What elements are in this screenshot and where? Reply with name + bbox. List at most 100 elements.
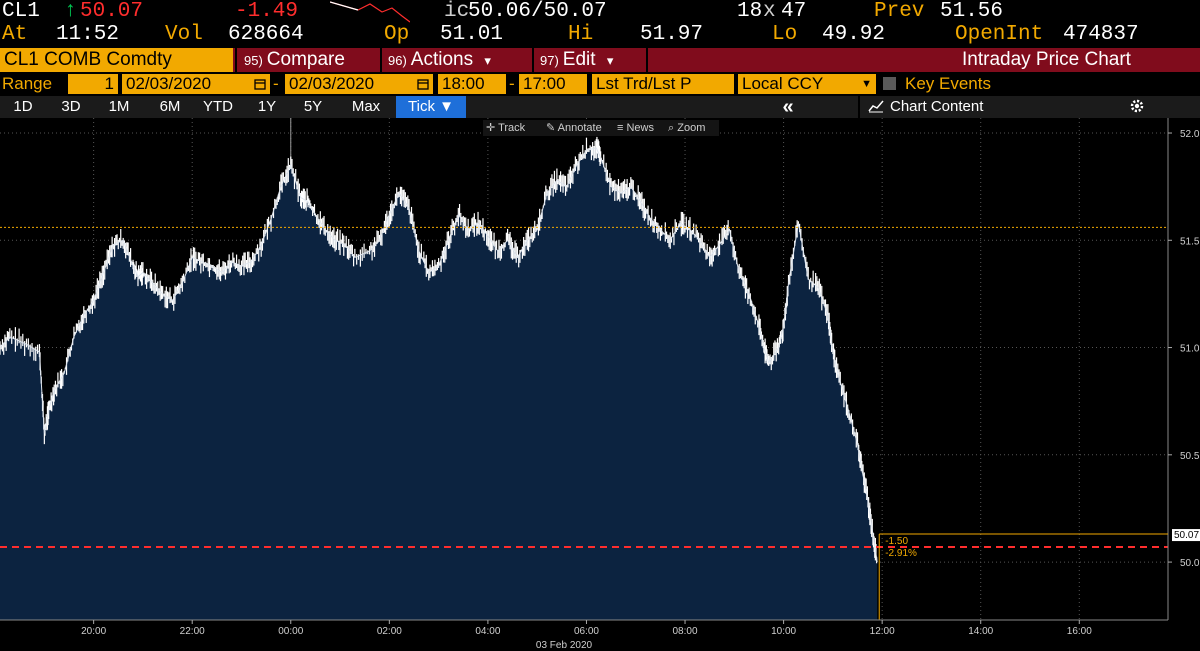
- zoom-icon: ⌕: [668, 122, 675, 134]
- open-label: Op: [384, 23, 410, 46]
- tab-max[interactable]: Max: [351, 98, 381, 115]
- intraday-price-chart[interactable]: 52.0 51.5 51.0 50.5 50.0 50.07 -1.50-2.91% 20:0…: [0, 118, 1200, 651]
- toolbar-divider: [532, 48, 534, 72]
- last-price-tag: [1172, 529, 1200, 542]
- last-price: 50.07: [80, 0, 144, 23]
- range-label: Range: [2, 74, 53, 93]
- last-time: 11:52: [56, 23, 120, 46]
- low-value: 49.92: [822, 23, 886, 46]
- y-tick-label: 52.0: [1180, 129, 1200, 140]
- openint-value: 474837: [1063, 23, 1139, 46]
- bid-size: 18: [737, 0, 763, 23]
- price-type-field[interactable]: Lst Trd/Lst P: [592, 74, 734, 94]
- compare-button[interactable]: 95) Compare: [244, 49, 345, 70]
- tab-1m[interactable]: 1M: [108, 98, 130, 115]
- end-date-field[interactable]: 02/03/2020: [285, 74, 433, 94]
- news-tool[interactable]: ≡ News: [617, 122, 654, 134]
- ask-size: 47: [781, 0, 807, 23]
- chevron-down-icon: ▾: [606, 53, 614, 68]
- vol-value: 628664: [228, 23, 304, 46]
- collapse-icon[interactable]: «: [782, 96, 794, 118]
- price-area: [0, 148, 878, 620]
- sparkline: [329, 0, 411, 32]
- tab-1d[interactable]: 1D: [13, 98, 33, 115]
- y-tick-label: 50.5: [1180, 451, 1200, 462]
- x-tick-label: 14:00: [968, 626, 993, 637]
- x-tick-label: 16:00: [1067, 626, 1092, 637]
- x-tick-label: 08:00: [673, 626, 698, 637]
- range-dash: -: [273, 74, 279, 93]
- bid-ask: 50.06/50.07: [468, 0, 607, 23]
- last-price-tag-label: 50.07: [1174, 530, 1199, 541]
- edit-menu[interactable]: 97) Edit ▾: [540, 49, 614, 70]
- change-pct-label: -2.91%: [885, 548, 917, 559]
- toolbar-divider: [646, 48, 648, 72]
- x-tick-label: 02:00: [377, 626, 402, 637]
- actions-menu[interactable]: 96) Actions ▾: [388, 49, 491, 70]
- calendar-icon: [254, 79, 266, 90]
- quote-line-2: At 11:52 Vol 628664 Op 51.01 Hi 51.97 Lo…: [0, 23, 1200, 47]
- y-tick-label: 50.0: [1180, 558, 1200, 569]
- openint-label: OpenInt: [955, 23, 1044, 46]
- date-label: 03 Feb 2020: [536, 640, 593, 651]
- crosshair-icon: ✛: [486, 122, 496, 134]
- settings-gear-icon[interactable]: [1124, 96, 1150, 118]
- x-tick-label: 00:00: [278, 626, 303, 637]
- up-arrow-icon: ↑: [64, 0, 77, 23]
- at-label: At: [2, 23, 28, 46]
- size-separator: x: [763, 0, 776, 23]
- tab-1y[interactable]: 1Y: [257, 98, 277, 115]
- page-title: Intraday Price Chart: [962, 49, 1131, 70]
- news-icon: ≡: [617, 122, 624, 134]
- low-label: Lo: [772, 23, 798, 46]
- bidask-prefix: ic: [444, 0, 470, 23]
- calendar-icon: [417, 79, 429, 90]
- x-tick-label: 04:00: [475, 626, 500, 637]
- toolbar-divider: [380, 48, 382, 72]
- toolbar-divider: [235, 48, 237, 72]
- end-time-field[interactable]: 17:00: [519, 74, 587, 94]
- x-tick-label: 12:00: [870, 626, 895, 637]
- time-dash: -: [509, 74, 515, 93]
- high-value: 51.97: [640, 23, 704, 46]
- chevron-down-icon: ▾: [484, 53, 491, 68]
- change-label: -1.50: [885, 536, 908, 547]
- annotate-tool[interactable]: ✎ Annotate: [546, 122, 602, 134]
- quote-line-1: CL1 ↑ 50.07 -1.49 ic 50.06/50.07 18 x 47…: [0, 0, 1200, 24]
- toolbar-divider: [858, 96, 860, 118]
- y-tick-label: 51.5: [1180, 236, 1200, 247]
- y-tick-label: 51.0: [1180, 344, 1200, 355]
- chart-content-icon: [868, 100, 884, 113]
- key-events-checkbox[interactable]: [883, 77, 896, 90]
- tab-5y[interactable]: 5Y: [303, 98, 323, 115]
- vol-label: Vol: [165, 23, 203, 46]
- x-tick-label: 22:00: [180, 626, 205, 637]
- x-tick-label: 06:00: [574, 626, 599, 637]
- tab-ytd[interactable]: YTD: [203, 98, 233, 115]
- x-tick-label: 20:00: [81, 626, 106, 637]
- price-line: [0, 147, 878, 563]
- chart-content-button[interactable]: Chart Content: [868, 96, 1018, 118]
- track-tool[interactable]: ✛ Track: [486, 122, 526, 134]
- currency-select[interactable]: Local CCY ▼: [738, 74, 876, 94]
- zoom-tool[interactable]: ⌕ Zoom: [668, 122, 706, 134]
- chart-tools-bar: [483, 120, 719, 136]
- tab-3d[interactable]: 3D: [61, 98, 81, 115]
- high-label: Hi: [568, 23, 594, 46]
- open-value: 51.01: [440, 23, 504, 46]
- tab-6m[interactable]: 6M: [159, 98, 181, 115]
- ticker-symbol[interactable]: CL1: [2, 0, 40, 23]
- pencil-icon: ✎: [546, 122, 556, 134]
- x-tick-label: 10:00: [771, 626, 796, 637]
- chevron-down-icon: ▼: [861, 78, 872, 90]
- start-date-field[interactable]: 02/03/2020: [122, 74, 270, 94]
- key-events-label: Key Events: [905, 74, 991, 93]
- net-change: -1.49: [235, 0, 299, 23]
- security-field[interactable]: CL1 COMB Comdty: [0, 48, 233, 72]
- mini-trend-icon: [329, 1, 411, 23]
- prev-label: Prev: [874, 0, 925, 23]
- start-time-field[interactable]: 18:00: [438, 74, 506, 94]
- range-count-field[interactable]: 1: [68, 74, 118, 94]
- period-bar: [0, 96, 1200, 118]
- tab-tick[interactable]: Tick ▼: [396, 96, 466, 118]
